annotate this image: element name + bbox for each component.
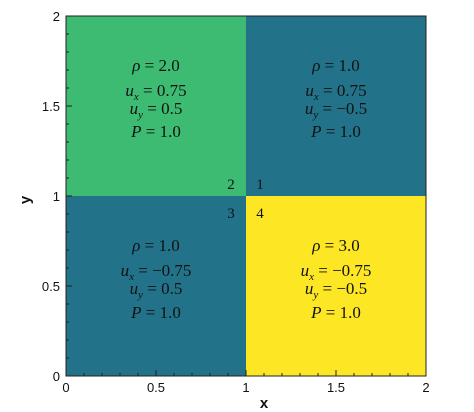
x-axis-title: x <box>260 395 269 412</box>
x-tick-label: 1.5 <box>327 380 345 395</box>
svg-text:ρ = 3.0: ρ = 3.0 <box>311 236 360 255</box>
x-tick-label: 0 <box>62 380 69 395</box>
svg-text:uy = −0.5: uy = −0.5 <box>305 99 367 121</box>
region-4-conditions: ρ = 3.0 ux = −0.75 uy = −0.5 P = 1.0 <box>301 236 372 322</box>
svg-text:ρ = 1.0: ρ = 1.0 <box>311 56 360 75</box>
x-tick-label: 1 <box>242 380 249 395</box>
y-tick-label: 1 <box>53 189 60 204</box>
svg-text:ux = −0.75: ux = −0.75 <box>301 261 372 283</box>
region-3 <box>66 196 246 376</box>
region-1-conditions: ρ = 1.0 ux = 0.75 uy = −0.5 P = 1.0 <box>305 56 367 141</box>
y-tick-label: 2 <box>53 9 60 24</box>
quadrant-label-1: 1 <box>256 177 264 193</box>
region-2-conditions: ρ = 2.0 ux = 0.75 uy = 0.5 P = 1.0 <box>125 56 186 141</box>
svg-text:ux = −0.75: ux = −0.75 <box>121 261 192 283</box>
svg-text:uy = 0.5: uy = 0.5 <box>130 279 183 301</box>
y-axis <box>66 15 72 377</box>
quadrant-label-4: 4 <box>256 206 264 222</box>
y-tick-label: 1.5 <box>42 99 60 114</box>
x-axis <box>65 370 427 376</box>
svg-text:uy = 0.5: uy = 0.5 <box>130 99 183 121</box>
region-1 <box>246 16 426 196</box>
region-3-conditions: ρ = 1.0 ux = −0.75 uy = 0.5 P = 1.0 <box>121 236 192 322</box>
y-axis-title: y <box>17 195 34 204</box>
svg-text:P = 1.0: P = 1.0 <box>130 122 181 141</box>
svg-text:ρ = 2.0: ρ = 2.0 <box>131 56 180 75</box>
quadrant-label-3: 3 <box>227 206 235 222</box>
svg-text:P = 1.0: P = 1.0 <box>130 303 181 322</box>
y-tick-label: 0.5 <box>42 279 60 294</box>
region-4 <box>246 196 426 376</box>
svg-text:ρ = 1.0: ρ = 1.0 <box>131 236 180 255</box>
x-tick-label: 2 <box>422 380 429 395</box>
svg-text:ux = 0.75: ux = 0.75 <box>305 81 366 103</box>
x-tick-label: 0.5 <box>147 380 165 395</box>
quadrant-label-2: 2 <box>227 177 235 193</box>
svg-text:uy = −0.5: uy = −0.5 <box>305 279 367 301</box>
y-tick-label: 0 <box>53 369 60 384</box>
svg-text:P = 1.0: P = 1.0 <box>310 303 361 322</box>
region-2 <box>66 16 246 196</box>
svg-text:P = 1.0: P = 1.0 <box>310 122 361 141</box>
svg-text:ux = 0.75: ux = 0.75 <box>125 81 186 103</box>
